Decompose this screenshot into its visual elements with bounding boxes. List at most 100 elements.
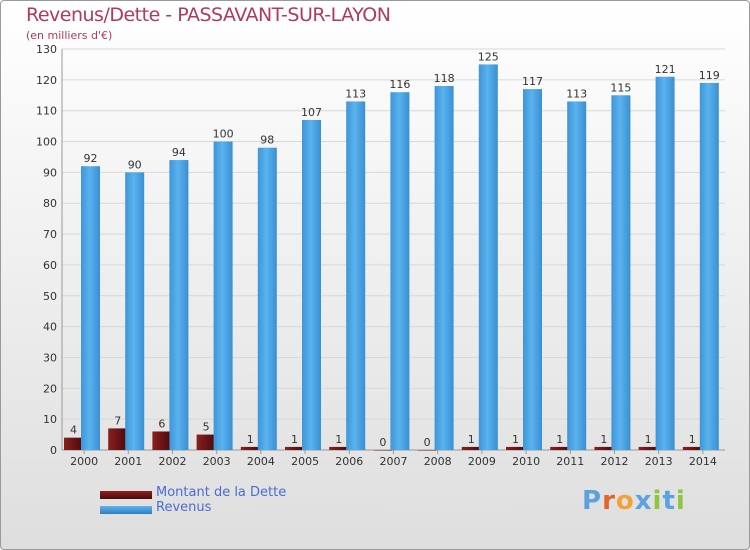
debt-data-label: 1: [335, 433, 342, 446]
logo-letter: t: [662, 486, 676, 516]
revenue-bar: [699, 82, 719, 450]
logo-letter: r: [602, 486, 616, 516]
x-tick-label: 2005: [291, 455, 319, 468]
y-tick-label: 130: [36, 43, 57, 56]
revenue-bar: [655, 76, 675, 450]
y-tick-label: 10: [43, 413, 57, 426]
legend-label-revenue: Revenus: [156, 500, 212, 515]
y-tick-label: 60: [43, 259, 57, 272]
x-tick-label: 2008: [424, 455, 452, 468]
x-tick-label: 2003: [203, 455, 231, 468]
debt-data-label: 0: [379, 436, 386, 449]
x-tick-label: 2006: [335, 455, 363, 468]
logo-letter: i: [652, 486, 663, 516]
y-tick-label: 90: [43, 166, 57, 179]
debt-bar: [108, 428, 128, 450]
revenue-data-label: 90: [128, 158, 142, 171]
y-tick-label: 70: [43, 228, 57, 241]
y-tick-label: 80: [43, 197, 57, 210]
debt-bar: [594, 446, 614, 450]
revenue-bar: [346, 101, 366, 450]
x-tick-label: 2002: [159, 455, 187, 468]
proxiti-logo: Proxiti: [582, 486, 686, 516]
debt-bar: [240, 446, 260, 450]
revenue-bar: [567, 101, 587, 450]
x-tick-label: 2000: [70, 455, 98, 468]
revenue-data-label: 100: [213, 128, 234, 141]
revenue-bar: [169, 160, 189, 451]
x-tick-label: 2011: [556, 455, 584, 468]
revenue-data-label: 94: [172, 146, 186, 159]
revenue-bar: [434, 86, 454, 450]
y-tick-label: 50: [43, 290, 57, 303]
revenue-bar: [611, 95, 631, 451]
y-tick-label: 30: [43, 351, 57, 364]
y-tick-label: 40: [43, 321, 57, 334]
logo-letter: x: [634, 486, 653, 516]
revenue-bar: [125, 172, 145, 450]
revenue-data-label: 115: [610, 81, 631, 94]
legend-label-debt: Montant de la Dette: [156, 485, 287, 500]
chart-title: Revenus/Dette - PASSAVANT-SUR-LAYON: [26, 4, 391, 26]
revenue-bar: [390, 92, 410, 450]
debt-data-label: 1: [468, 433, 475, 446]
debt-bar: [152, 431, 172, 450]
revenue-data-label: 107: [301, 106, 322, 119]
debt-bar: [417, 450, 437, 451]
revenue-bar: [523, 89, 542, 450]
revenue-data-label: 98: [260, 134, 274, 147]
revenue-data-label: 113: [566, 87, 587, 100]
x-tick-label: 2001: [114, 455, 142, 468]
debt-bar: [196, 434, 216, 450]
revenue-data-label: 119: [699, 69, 720, 82]
debt-data-label: 1: [645, 433, 652, 446]
x-tick-label: 2004: [247, 455, 275, 468]
debt-data-label: 1: [600, 433, 607, 446]
debt-bar: [506, 446, 525, 450]
debt-data-label: 6: [158, 417, 165, 430]
revenue-data-label: 92: [84, 152, 98, 165]
revenue-data-label: 117: [522, 75, 543, 88]
x-tick-label: 2009: [468, 455, 496, 468]
x-tick-label: 2007: [380, 455, 408, 468]
debt-bar: [638, 446, 658, 450]
legend-swatch-debt: [100, 491, 152, 499]
debt-data-label: 1: [689, 433, 696, 446]
revenue-bar: [302, 119, 321, 450]
logo-letter: o: [615, 486, 635, 516]
revenue-bar: [213, 141, 233, 451]
y-tick-label: 120: [36, 74, 57, 87]
debt-bar: [373, 450, 393, 451]
y-tick-label: 100: [36, 136, 57, 149]
logo-letter: i: [675, 486, 686, 516]
y-tick-label: 20: [43, 382, 57, 395]
revenue-bar: [478, 64, 498, 450]
revenue-bar: [257, 147, 277, 450]
legend-swatch-revenue: [100, 506, 152, 514]
debt-bar: [285, 446, 304, 450]
x-tick-label: 2012: [601, 455, 629, 468]
debt-data-label: 0: [424, 436, 431, 449]
x-tick-label: 2014: [689, 455, 717, 468]
debt-data-label: 5: [203, 421, 210, 434]
debt-data-label: 1: [247, 433, 254, 446]
revenue-bar: [81, 166, 100, 450]
debt-data-label: 1: [556, 433, 563, 446]
x-tick-label: 2010: [512, 455, 540, 468]
revenue-data-label: 113: [345, 87, 366, 100]
y-tick-label: 110: [36, 105, 57, 118]
debt-bar: [682, 446, 702, 450]
chart-subtitle: (en milliers d'€): [26, 29, 113, 42]
debt-bar: [461, 446, 481, 450]
revenue-data-label: 118: [434, 72, 455, 85]
debt-data-label: 4: [70, 424, 77, 437]
debt-bar: [329, 446, 349, 450]
y-tick-label: 0: [50, 444, 57, 457]
revenue-data-label: 121: [655, 63, 676, 76]
debt-data-label: 7: [114, 414, 121, 427]
debt-data-label: 1: [291, 433, 298, 446]
debt-bar: [64, 437, 83, 450]
debt-data-label: 1: [512, 433, 519, 446]
debt-bar: [550, 446, 570, 450]
